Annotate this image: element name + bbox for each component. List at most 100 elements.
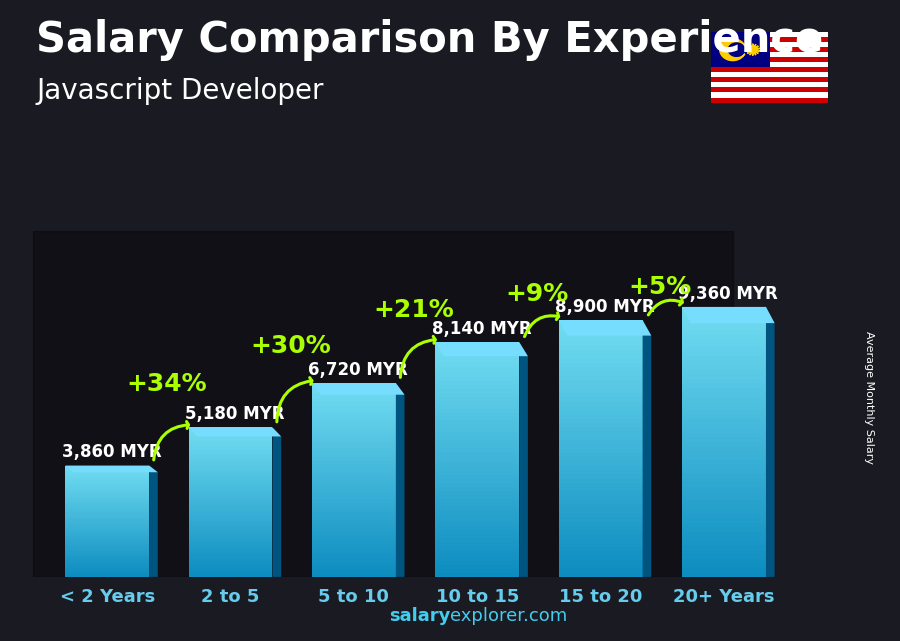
- Text: Salary Comparison By Experience: Salary Comparison By Experience: [36, 19, 824, 62]
- Bar: [65, 545, 149, 547]
- Polygon shape: [559, 320, 652, 336]
- Bar: [312, 467, 396, 470]
- Bar: [436, 365, 519, 369]
- Bar: [189, 529, 273, 532]
- Bar: [189, 472, 273, 475]
- Bar: [312, 542, 396, 545]
- Polygon shape: [682, 307, 775, 323]
- Bar: [65, 538, 149, 540]
- Bar: [65, 510, 149, 512]
- Bar: [189, 445, 273, 447]
- Bar: [682, 424, 766, 428]
- Bar: [312, 441, 396, 444]
- Bar: [189, 435, 273, 437]
- Bar: [312, 451, 396, 454]
- Bar: [559, 320, 643, 324]
- Bar: [189, 554, 273, 557]
- Bar: [682, 316, 766, 320]
- Bar: [682, 519, 766, 523]
- Bar: [436, 499, 519, 503]
- Bar: [559, 342, 643, 346]
- Bar: [682, 532, 766, 537]
- Bar: [559, 397, 643, 401]
- Bar: [312, 551, 396, 554]
- Bar: [312, 415, 396, 419]
- Bar: [312, 564, 396, 567]
- Bar: [65, 544, 149, 545]
- Bar: [682, 419, 766, 424]
- Bar: [312, 499, 396, 503]
- Bar: [189, 517, 273, 520]
- Bar: [682, 469, 766, 474]
- Bar: [559, 444, 643, 449]
- Bar: [682, 514, 766, 519]
- Bar: [711, 83, 828, 87]
- Bar: [436, 436, 519, 440]
- Bar: [682, 392, 766, 397]
- Bar: [65, 486, 149, 488]
- Text: explorer.com: explorer.com: [450, 607, 567, 625]
- Bar: [312, 480, 396, 483]
- Bar: [682, 505, 766, 510]
- Bar: [312, 503, 396, 506]
- Bar: [312, 483, 396, 487]
- Bar: [436, 460, 519, 463]
- Bar: [559, 564, 643, 569]
- Bar: [65, 480, 149, 482]
- Bar: [559, 388, 643, 393]
- Bar: [559, 483, 643, 487]
- Bar: [65, 568, 149, 569]
- Bar: [559, 440, 643, 444]
- Bar: [559, 504, 643, 508]
- Bar: [682, 374, 766, 379]
- Bar: [312, 558, 396, 561]
- Bar: [65, 503, 149, 504]
- Bar: [189, 502, 273, 504]
- Bar: [189, 524, 273, 527]
- Bar: [559, 465, 643, 470]
- Text: Javascript Developer: Javascript Developer: [36, 77, 323, 105]
- Text: 9,360 MYR: 9,360 MYR: [679, 285, 778, 303]
- Bar: [436, 420, 519, 424]
- Bar: [682, 334, 766, 338]
- Bar: [559, 346, 643, 350]
- Bar: [65, 475, 149, 477]
- Bar: [559, 543, 643, 547]
- Bar: [312, 431, 396, 435]
- Bar: [65, 482, 149, 484]
- Bar: [189, 490, 273, 492]
- Bar: [436, 514, 519, 518]
- Polygon shape: [273, 428, 281, 577]
- Bar: [65, 504, 149, 506]
- Bar: [65, 573, 149, 575]
- Bar: [682, 554, 766, 559]
- Bar: [189, 430, 273, 433]
- Text: 8,900 MYR: 8,900 MYR: [555, 298, 655, 316]
- Bar: [559, 538, 643, 543]
- Bar: [189, 455, 273, 458]
- Bar: [312, 406, 396, 409]
- Bar: [682, 559, 766, 563]
- Bar: [436, 506, 519, 510]
- Bar: [559, 508, 643, 513]
- Bar: [189, 433, 273, 435]
- Bar: [559, 359, 643, 363]
- Bar: [65, 479, 149, 480]
- Polygon shape: [436, 342, 528, 356]
- Bar: [65, 554, 149, 556]
- Bar: [559, 431, 643, 436]
- Bar: [312, 545, 396, 548]
- Bar: [559, 495, 643, 500]
- Bar: [312, 425, 396, 428]
- Text: +9%: +9%: [506, 282, 569, 306]
- Polygon shape: [643, 320, 652, 577]
- Bar: [65, 540, 149, 542]
- Bar: [559, 376, 643, 380]
- Bar: [559, 521, 643, 526]
- Bar: [189, 478, 273, 479]
- Bar: [682, 388, 766, 392]
- Bar: [711, 32, 828, 37]
- Text: +5%: +5%: [629, 275, 692, 299]
- Bar: [559, 453, 643, 457]
- Bar: [312, 419, 396, 422]
